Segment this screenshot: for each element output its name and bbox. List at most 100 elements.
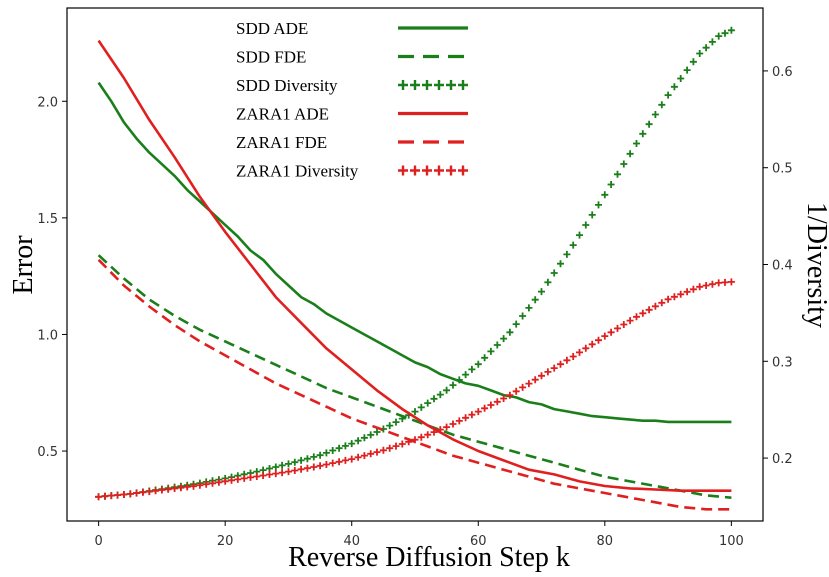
zara_div-point: [272, 470, 280, 478]
sdd_div-point: [424, 399, 432, 407]
zara_div-point: [297, 465, 305, 473]
zara_div-point: [240, 474, 248, 482]
sdd_div-point: [651, 111, 659, 118]
zara_div-point: [348, 455, 356, 463]
sdd_div-point: [493, 341, 501, 349]
sdd_div-point: [664, 91, 672, 99]
sdd_div-point: [329, 447, 337, 454]
legend-label: SDD FDE: [236, 48, 306, 67]
zara_div-point: [696, 283, 704, 291]
zara_div-point: [614, 324, 621, 332]
sdd_div-point: [272, 463, 280, 471]
legend-label: SDD Diversity: [236, 76, 338, 95]
zara_div-point: [462, 414, 470, 422]
zara_div-point: [221, 477, 229, 485]
zara_div-point: [683, 288, 691, 296]
zara_div-point: [101, 492, 109, 500]
zara_div-point: [487, 401, 495, 409]
zara_div-point: [557, 360, 564, 368]
zara_div-markers: [95, 278, 735, 501]
sdd_ade-line: [97, 81, 732, 424]
sdd_div-point: [291, 458, 299, 466]
x-tick-label: 100: [719, 534, 744, 549]
legend-marker: [422, 165, 432, 176]
sdd_div-point: [576, 231, 583, 239]
sdd_div-point: [341, 442, 349, 450]
zara_div-point: [633, 313, 640, 321]
sdd_div-point: [569, 241, 577, 249]
sdd_div-point: [367, 431, 375, 439]
zara_div-point: [120, 491, 128, 498]
sdd_div-point: [645, 120, 653, 128]
y2-axis-title: 1/Diversity: [801, 202, 829, 328]
sdd_div-point: [601, 191, 609, 199]
legend-label: SDD ADE: [236, 19, 308, 38]
zara_div-point: [164, 485, 172, 493]
sdd_div-point: [715, 32, 723, 40]
zara_div-point: [247, 473, 254, 481]
sdd_div-point: [436, 391, 444, 399]
sdd_div-point: [639, 130, 647, 138]
sdd_div-point: [588, 211, 596, 219]
sdd_div-point: [285, 460, 292, 468]
sdd_div-point: [557, 260, 564, 268]
sdd_div-point: [462, 371, 470, 379]
zara_div-point: [512, 387, 520, 395]
zara_div-point: [455, 417, 463, 425]
zara_div-point: [582, 344, 590, 352]
zara_div-point: [519, 383, 527, 391]
sdd_div-point: [411, 408, 419, 416]
legend-marker: [398, 80, 408, 90]
zara_div-point: [133, 489, 141, 497]
zara_div-point: [645, 306, 653, 314]
zara_div-point: [360, 452, 368, 460]
zara_div-point: [139, 488, 147, 496]
zara_div-point: [329, 459, 337, 467]
zara_div-point: [354, 453, 362, 461]
x-axis-ticks: 0 20 40 60 80 100: [94, 521, 744, 549]
legend-label: ZARA1 ADE: [236, 105, 329, 124]
y-axis-title: Error: [8, 235, 39, 295]
sdd_div-point: [506, 328, 514, 336]
sdd_div-point: [633, 140, 640, 147]
legend: SDD ADE SDD FDE SDD Diversity ZARA1 ADE ZARA…: [236, 19, 468, 181]
sdd_div-point: [297, 456, 305, 464]
sdd_div-point: [683, 66, 691, 74]
zara_div-point: [651, 302, 659, 310]
zara_div-point: [335, 458, 343, 466]
zara_div-point: [373, 448, 381, 456]
legend-marker: [410, 165, 420, 176]
zara_div-point: [126, 490, 134, 498]
sdd_div-point: [392, 418, 400, 426]
zara_div-point: [215, 478, 223, 486]
sdd_div-point: [563, 250, 571, 258]
x-tick-label: 60: [470, 534, 487, 549]
zara_div-point: [411, 436, 419, 444]
sdd_div-point: [455, 376, 463, 384]
zara_div-point: [607, 328, 615, 336]
legend-label: ZARA1 FDE: [236, 133, 327, 152]
zara_div-point: [506, 391, 514, 399]
zara_div-point: [95, 493, 103, 501]
legend-marker: [458, 80, 468, 90]
legend-marker: [410, 80, 420, 90]
zara_div-point: [278, 469, 286, 477]
sdd_div-point: [727, 26, 735, 34]
zara_div-point: [544, 368, 552, 376]
zara_div-point: [266, 471, 273, 478]
zara_div-point: [379, 446, 387, 454]
zara_div-point: [601, 332, 609, 340]
zara_div-point: [145, 488, 153, 496]
zara_div-point: [702, 282, 710, 289]
y2-axis-ticks: 0.2 0.3 0.4 0.5 0.6: [763, 65, 793, 467]
sdd_div-point: [525, 304, 533, 312]
zara_div-point: [253, 473, 261, 480]
zara_div-point: [721, 278, 729, 286]
zara_div-point: [436, 426, 444, 434]
zara_div-point: [538, 372, 545, 380]
sdd_div-point: [550, 269, 558, 277]
sdd_div-point: [708, 38, 716, 46]
zara_div-point: [152, 487, 160, 495]
zara_div-point: [664, 295, 672, 303]
